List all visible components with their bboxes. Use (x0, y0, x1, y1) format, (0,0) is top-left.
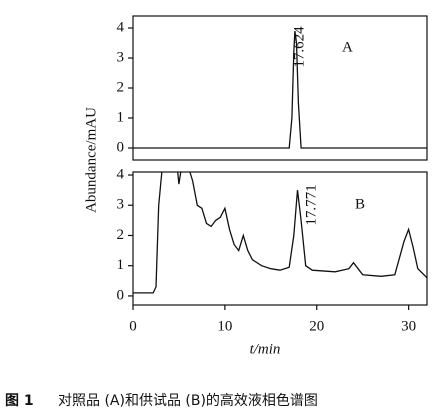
y-tick-label: 4 (117, 19, 125, 35)
x-tick-label: 20 (309, 318, 324, 334)
panel-label: B (355, 196, 365, 212)
y-tick-label: 3 (117, 197, 125, 213)
x-tick-label: 30 (401, 318, 416, 334)
y-tick-label: 0 (117, 287, 125, 303)
x-tick-label: 10 (217, 318, 232, 334)
y-tick-label: 3 (117, 49, 125, 65)
caption: 对照品 (A)和供试品 (B)的高效液相色谱图 (58, 392, 318, 409)
y-tick-label: 0 (117, 139, 125, 155)
y-tick-label: 2 (117, 227, 125, 243)
y-tick-label: 4 (117, 166, 125, 182)
y-tick-label: 1 (117, 257, 125, 273)
plot-frame (132, 171, 428, 306)
x-axis-label: t/min (250, 341, 281, 357)
peak-label: 17.771 (303, 184, 319, 225)
chromatogram-line (133, 30, 427, 149)
x-tick-label: 0 (129, 318, 137, 334)
y-axis-label: Abundance/mAU (83, 107, 99, 213)
y-tick-label: 1 (117, 109, 125, 125)
panel-label: A (342, 39, 353, 55)
chromatogram-line (133, 172, 427, 294)
y-tick-label: 2 (117, 79, 125, 95)
figure-label: 图 1 (5, 393, 34, 409)
plot-frame (132, 15, 428, 161)
